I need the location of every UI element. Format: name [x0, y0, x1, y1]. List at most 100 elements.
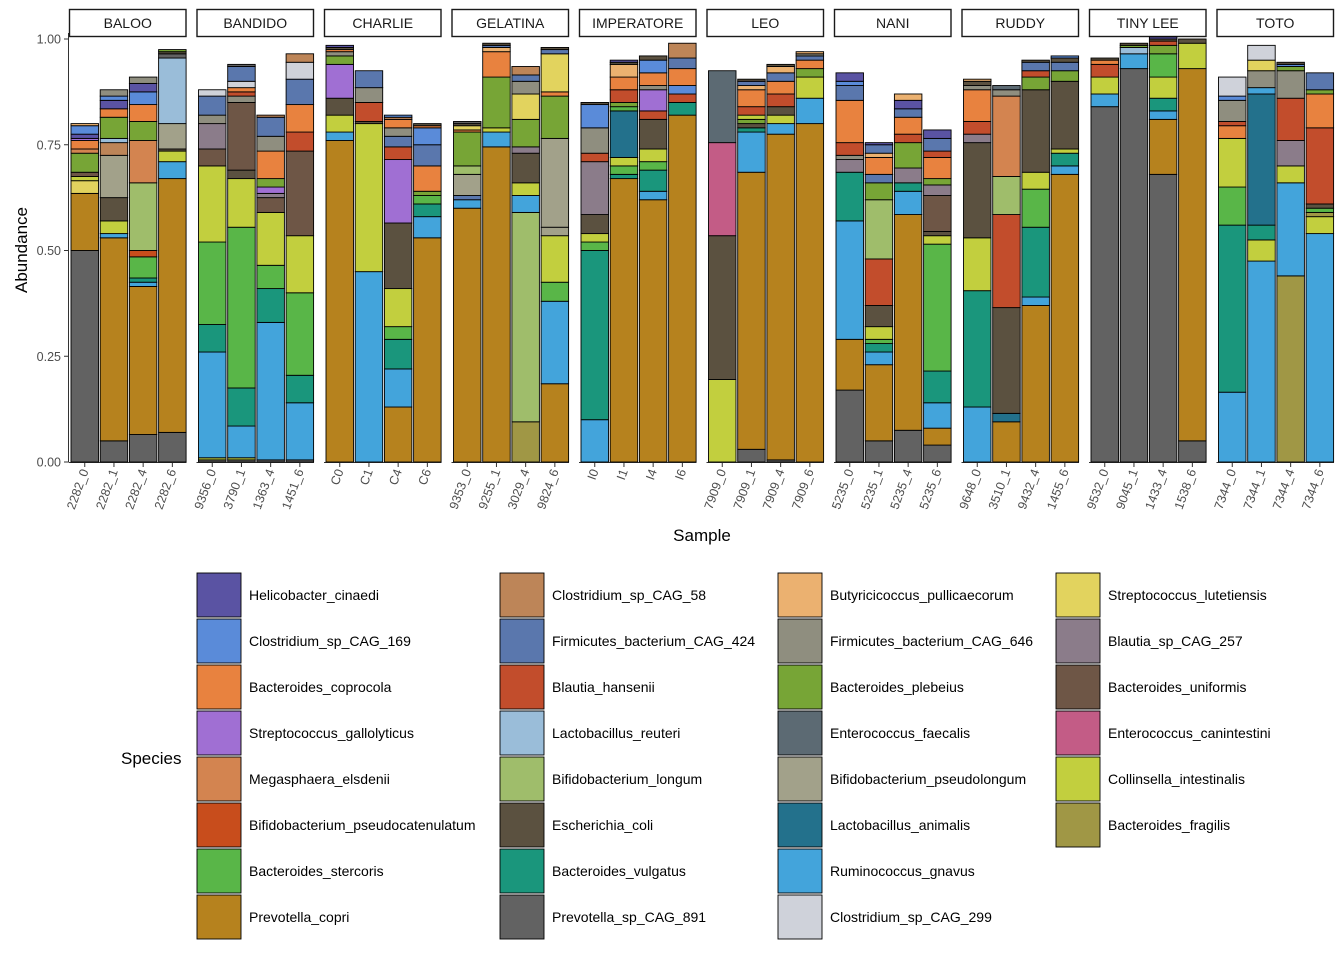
bar-segment — [795, 55, 825, 61]
bar-segment — [158, 53, 187, 59]
facet-strip-label: NANI — [876, 15, 909, 31]
legend-label: Firmicutes_bacterium_CAG_646 — [830, 633, 1033, 649]
y-axis: 0.00 0.25 0.50 0.75 1.00 — [37, 33, 69, 470]
bar-segment — [1178, 68, 1207, 442]
bar-segment — [511, 146, 540, 154]
x-tick-label: 7909_1 — [731, 467, 758, 511]
bar-segment — [383, 159, 413, 224]
bar-segment — [413, 195, 442, 205]
bar-segment — [864, 343, 894, 353]
bar-segment — [158, 150, 187, 163]
bar-segment — [256, 197, 285, 213]
bar-segment — [1247, 260, 1276, 463]
legend-key — [196, 664, 242, 710]
bar-segment — [198, 95, 227, 116]
legend-item: Escherichia_coli — [499, 802, 653, 848]
bar-segment — [835, 220, 864, 340]
legend-item: Collinsella_intestinalis — [1055, 756, 1245, 802]
facet-panel: BANDIDO 9356_0 3790_1 1363_4 1451_6 — [192, 8, 315, 511]
legend-item: Firmicutes_bacterium_CAG_646 — [777, 618, 1033, 664]
bar-segment — [453, 173, 482, 196]
bar-segment — [413, 144, 442, 167]
bar-segment — [511, 93, 540, 120]
bar-segment — [766, 123, 795, 135]
bar-segment — [609, 89, 639, 103]
bar-segment — [285, 292, 315, 376]
bar-segment — [766, 63, 795, 67]
legend-key — [777, 756, 823, 802]
bar-segment — [737, 80, 766, 86]
bar-segment — [383, 135, 413, 148]
bar-segment — [540, 53, 570, 93]
facet-panel: NANI 5235_0 5235_1 5235_4 5235_6 — [829, 8, 952, 511]
bar-segment — [453, 199, 482, 209]
bar-segment — [1218, 391, 1247, 463]
legend-label: Streptococcus_gallolyticus — [249, 725, 414, 741]
bar-segment — [1050, 173, 1080, 463]
bar-segment — [540, 49, 570, 55]
bar-segment — [256, 192, 285, 199]
bar-segment — [1119, 42, 1149, 46]
bar-segment — [511, 195, 540, 213]
bar-segment — [158, 57, 187, 125]
legend-label: Bacteroides_vulgatus — [552, 863, 686, 879]
x-tick-label: 5235_6 — [917, 467, 944, 511]
bar-segment — [893, 182, 923, 192]
legend-key — [196, 618, 242, 664]
bar-segment — [668, 85, 697, 95]
bar-segment — [992, 421, 1021, 463]
bar-segment — [864, 351, 894, 366]
legend-item: Bacteroides_vulgatus — [499, 848, 686, 894]
legend-label: Blautia_sp_CAG_257 — [1108, 633, 1243, 649]
bar-segment — [354, 123, 384, 273]
bar-segment — [482, 131, 511, 148]
bar-segment — [795, 59, 825, 70]
x-tick-label: C0 — [328, 467, 347, 487]
bar-segment — [638, 59, 668, 74]
bar-segment — [540, 281, 570, 302]
x-tick-label: 5235_1 — [858, 467, 885, 511]
bar-segment — [835, 72, 864, 82]
bar-segment — [413, 127, 442, 146]
bar-segment — [1276, 70, 1305, 99]
bar-segment — [540, 91, 570, 97]
bar-segment — [1090, 59, 1119, 65]
bar-segment — [1050, 70, 1080, 82]
facet-strip-label: IMPERATORE — [592, 15, 683, 31]
bar-segment — [963, 78, 992, 82]
bar-segment — [795, 51, 825, 55]
legend-key — [196, 710, 242, 756]
bar-segment — [1305, 233, 1335, 463]
bar-segment — [923, 150, 952, 158]
bar-segment — [383, 338, 413, 370]
legend-item: Blautia_hansenii — [499, 664, 655, 710]
legend-label: Escherichia_coli — [552, 817, 653, 833]
bar-segment — [383, 146, 413, 161]
bar-segment — [609, 76, 639, 91]
bar-segment — [992, 307, 1021, 414]
bar-segment — [963, 85, 992, 91]
bar-segment — [99, 99, 129, 110]
legend-label: Blautia_hansenii — [552, 679, 655, 695]
bar-segment — [70, 152, 99, 173]
bar-segment — [638, 190, 668, 201]
bar-segment — [864, 173, 894, 184]
legend-key — [777, 572, 823, 618]
bar-segment — [1247, 70, 1276, 89]
legend-key — [1055, 572, 1101, 618]
bar-segment — [256, 321, 285, 461]
bar-segment — [1021, 61, 1050, 72]
legend-key — [777, 848, 823, 894]
x-tick-label: 9356_0 — [192, 467, 219, 511]
legend-label: Bifidobacterium_pseudolongum — [830, 771, 1026, 787]
legend-item: Clostridium_sp_CAG_58 — [499, 572, 706, 618]
bar-segment — [1247, 87, 1276, 95]
legend-label: Lactobacillus_reuteri — [552, 725, 680, 741]
legend-label: Lactobacillus_animalis — [830, 817, 970, 833]
bar-segment — [893, 214, 923, 431]
bar-segment — [99, 220, 129, 235]
bar-segment — [70, 250, 99, 463]
bar-segment — [864, 156, 894, 175]
legend-label: Prevotella_copri — [249, 909, 349, 925]
bar-segment — [1276, 140, 1305, 167]
